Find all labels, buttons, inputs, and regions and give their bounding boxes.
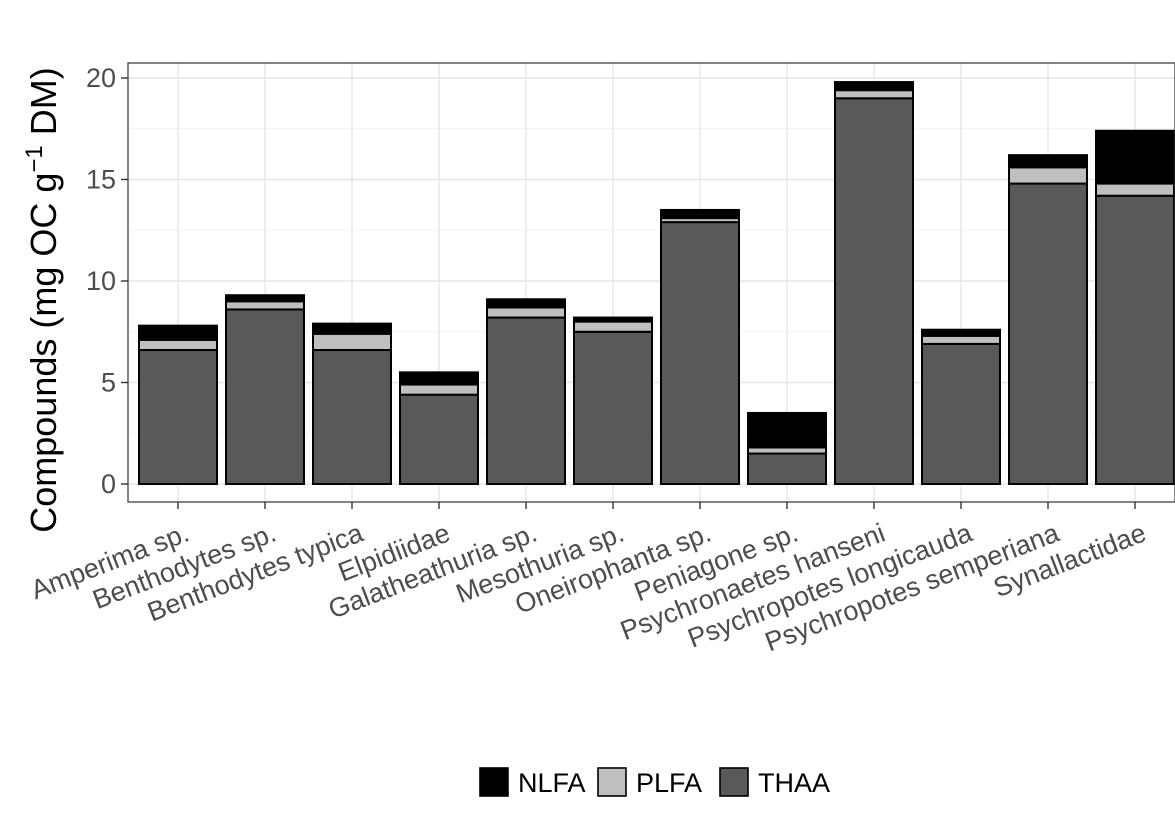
bar-nlfa-elpidiidae — [399, 371, 479, 386]
bar-nlfa-benthodytes-sp — [225, 294, 305, 303]
bar-plfa-benthodytes-typica — [312, 332, 392, 352]
bar-thaa-psychronaetes-hanseni — [834, 97, 914, 486]
y-tick-label: 5 — [101, 368, 116, 398]
bar-plfa-galatheathuria-sp — [486, 306, 566, 319]
bar-nlfa-psychropotes-longicauda — [921, 328, 1001, 337]
legend-item-thaa: THAA — [719, 767, 830, 798]
bar-nlfa-psychronaetes-hanseni — [834, 81, 914, 92]
bar-thaa-synallactidae — [1095, 194, 1175, 486]
legend-item-plfa: PLFA — [597, 767, 702, 798]
bar-thaa-psychropotes-longicauda — [921, 342, 1001, 485]
legend: NLFA PLFA THAA — [479, 767, 830, 798]
y-tick-label: 10 — [86, 266, 116, 296]
y-axis-title-main: Compounds (mg OC g — [23, 173, 64, 533]
bar-nlfa-amperima-sp — [138, 324, 218, 341]
bar-plfa-benthodytes-sp — [225, 300, 305, 311]
bar-nlfa-peniagone-sp — [747, 411, 827, 449]
bar-plfa-psychropotes-longicauda — [921, 334, 1001, 345]
bar-plfa-psychropotes-semperiana — [1008, 166, 1088, 185]
y-axis-title: Compounds (mg OC g−1 DM) — [21, 67, 64, 533]
bar-thaa-peniagone-sp — [747, 452, 827, 485]
bar-plfa-elpidiidae — [399, 383, 479, 396]
legend-label-plfa: PLFA — [636, 768, 702, 798]
y-axis-title-superscript: −1 — [21, 145, 48, 172]
bar-nlfa-galatheathuria-sp — [486, 298, 566, 309]
bar-thaa-mesothuria-sp — [573, 330, 653, 485]
legend-key-nlfa — [479, 767, 509, 797]
plot-panel-border — [127, 62, 1175, 503]
bar-plfa-mesothuria-sp — [573, 320, 653, 333]
y-tick-label: 20 — [86, 63, 116, 93]
legend-key-thaa — [719, 767, 749, 797]
bar-plfa-amperima-sp — [138, 338, 218, 352]
y-tick-label: 15 — [86, 165, 116, 195]
legend-label-nlfa: NLFA — [518, 768, 586, 798]
bar-thaa-oneirophanta-sp — [660, 221, 740, 485]
bars — [138, 81, 1175, 486]
bar-thaa-amperima-sp — [138, 349, 218, 485]
legend-item-nlfa: NLFA — [479, 767, 586, 798]
bar-thaa-benthodytes-sp — [225, 308, 305, 486]
bar-thaa-elpidiidae — [399, 393, 479, 485]
bar-nlfa-psychropotes-semperiana — [1008, 154, 1088, 169]
bar-plfa-synallactidae — [1095, 182, 1175, 197]
legend-key-plfa — [597, 767, 627, 797]
bar-nlfa-synallactidae — [1095, 129, 1175, 185]
bar-nlfa-oneirophanta-sp — [660, 208, 740, 220]
bar-nlfa-benthodytes-typica — [312, 322, 392, 335]
legend-label-thaa: THAA — [758, 768, 830, 798]
y-axis-title-suffix: DM) — [23, 67, 64, 145]
bar-plfa-psychronaetes-hanseni — [834, 89, 914, 100]
bar-thaa-psychropotes-semperiana — [1008, 182, 1088, 485]
bar-thaa-galatheathuria-sp — [486, 316, 566, 486]
y-tick-label: 0 — [101, 469, 116, 499]
bar-nlfa-mesothuria-sp — [573, 316, 653, 323]
bar-thaa-benthodytes-typica — [312, 349, 392, 485]
